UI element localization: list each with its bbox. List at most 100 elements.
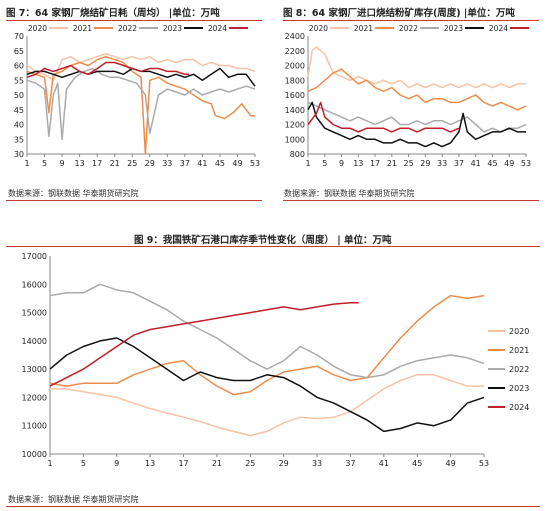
fig8-legend-label-2021: 2021 (354, 24, 373, 33)
fig9-legend-label-2021: 2021 (509, 346, 529, 355)
fig7-x-tick-label: 9 (60, 159, 65, 168)
fig9-x-tick-label: 1 (47, 459, 52, 468)
fig8-legend-label-2020: 2020 (309, 24, 328, 33)
fig9-title-rule (6, 246, 540, 247)
fig8-chart: 800 1000 1200 1400 1600 1800 2000 2200 2400 1 5 9 13… (285, 24, 531, 168)
fig7-x-tick-label: 49 (232, 159, 242, 168)
fig7-y-tick-label: 65 (14, 47, 24, 56)
fig8-y-tick-label: 1000 (285, 135, 305, 144)
fig9-y-tick-label: 13000 (22, 365, 47, 374)
fig8-y-tick-label: 1600 (285, 91, 305, 100)
fig8-series-2023 (307, 101, 526, 148)
fig7-x-tick-label: 45 (215, 159, 225, 168)
fig7-x-tick-label: 29 (145, 159, 155, 168)
fig8-x-tick-label: 25 (404, 159, 414, 168)
fig9-title: 图 9：我国铁矿石港口库存季节性变化（周度） | 单位：万吨 (134, 235, 392, 246)
fig9-series-2020 (50, 374, 484, 437)
fig9-x-tick-label: 5 (81, 459, 86, 468)
fig7-title: 图 7：64 家钢厂烧结矿日耗（周均） |单位：万吨 (6, 8, 220, 19)
fig8-x-tick-label: 17 (370, 159, 380, 168)
fig9-series-2023 (49, 337, 485, 433)
fig9-x-tick-label: 45 (412, 459, 422, 468)
fig9-source: 数据来源：钢联数据 华泰期货研究院 (8, 495, 139, 504)
fig8-source: 数据来源：钢联数据 华泰期货研究院 (284, 189, 415, 198)
fig7-y-tick-label: 35 (14, 135, 24, 144)
fig9-y-tick-label: 16000 (22, 280, 47, 289)
fig7-legend-label-2023: 2023 (163, 24, 182, 33)
fig9-series-2022 (49, 283, 485, 379)
fig9-y-tick-label: 12000 (22, 393, 47, 402)
fig8-source-rule (283, 200, 539, 201)
fig9-x-tick-label: 33 (312, 459, 322, 468)
fig7-x-tick-label: 25 (127, 159, 137, 168)
fig9-series-2021 (49, 294, 485, 396)
fig7-y-tick-label: 45 (14, 106, 24, 115)
fig9-x-tick-label: 13 (145, 459, 155, 468)
fig7-x-tick-label: 37 (180, 159, 190, 168)
fig7-legend-label-2022: 2022 (118, 24, 137, 33)
fig9-x-tick-label: 29 (279, 459, 289, 468)
fig8-x-tick-label: 1 (305, 159, 310, 168)
fig8-legend-label-2024: 2024 (489, 24, 508, 33)
fig7-y-tick-label: 70 (14, 32, 24, 41)
fig8-x-tick-label: 37 (454, 159, 464, 168)
fig9-y-tick-label: 14000 (22, 337, 47, 346)
fig8-x-tick-label: 53 (521, 159, 531, 168)
fig8-legend-label-2023: 2023 (444, 24, 463, 33)
fig9-source-rule (6, 506, 540, 507)
fig8-y-tick-label: 800 (290, 150, 305, 159)
fig9-x-tick-label: 21 (212, 459, 222, 468)
fig7-title-rule (6, 20, 262, 21)
fig8-x-tick-label: 33 (437, 159, 447, 168)
fig8-x-tick-label: 41 (471, 159, 481, 168)
fig8-series-2022 (307, 101, 527, 133)
fig9-y-tick-label: 11000 (22, 422, 47, 431)
fig8-x-tick-label: 9 (339, 159, 344, 168)
fig8-x-tick-label: 29 (420, 159, 430, 168)
fig9-x-tick-label: 9 (114, 459, 119, 468)
fig7-series-2024 (26, 61, 190, 79)
fig7-y-tick-label: 40 (14, 121, 24, 130)
fig7-chart: 30 35 40 45 50 55 60 65 70 1 5 9 13 17 21 25 29 33 37 41 45 4… (14, 24, 260, 168)
fig9-series-2024 (49, 301, 359, 387)
fig8-y-tick-label: 2400 (285, 32, 305, 41)
fig9-y-tick-label: 17000 (22, 252, 47, 261)
fig7-y-tick-label: 50 (14, 91, 24, 100)
fig9-y-tick-label: 10000 (22, 450, 47, 459)
fig9-legend-label-2022: 2022 (509, 365, 529, 374)
fig8-series-2020 (307, 46, 526, 89)
fig9-legend-label-2020: 2020 (509, 327, 529, 336)
fig8-x-tick-label: 49 (504, 159, 514, 168)
fig8-legend-label-2022: 2022 (399, 24, 418, 33)
fig9-legend-label-2023: 2023 (509, 384, 529, 393)
fig9-x-tick-label: 41 (379, 459, 389, 468)
fig7-x-tick-label: 1 (24, 159, 29, 168)
fig9-y-tick-label: 15000 (22, 309, 47, 318)
fig7-series-2020 (26, 52, 256, 82)
fig8-title: 图 8：64 家钢厂进口烧结粉矿库存(周度) |单位：万吨 (283, 8, 515, 19)
fig9-x-tick-label: 37 (345, 459, 355, 468)
fig9-chart: 10000 11000 12000 13000 14000 15000 16000 17000… (22, 252, 530, 468)
fig8-series-2024 (307, 101, 460, 133)
fig7-legend-label-2024: 2024 (208, 24, 227, 33)
fig8-series-2021 (307, 68, 527, 111)
fig8-y-tick-label: 1200 (285, 121, 305, 130)
fig7-source: 数据来源：钢联数据 华泰期货研究院 (8, 189, 139, 198)
fig9-x-tick-label: 25 (245, 459, 255, 468)
fig8-y-tick-label: 2000 (285, 62, 305, 71)
fig8-x-tick-label: 13 (353, 159, 363, 168)
fig8-title-rule (283, 20, 539, 21)
fig9-x-tick-label: 17 (178, 459, 188, 468)
fig7-x-tick-label: 33 (162, 159, 172, 168)
fig9-x-tick-label: 53 (479, 459, 489, 468)
fig7-series-2021 (26, 55, 255, 155)
fig7-legend-label-2021: 2021 (73, 24, 92, 33)
fig7-x-tick-label: 5 (42, 159, 47, 168)
fig9-x-tick-label: 49 (446, 459, 456, 468)
fig8-x-tick-label: 5 (322, 159, 327, 168)
fig7-x-tick-label: 41 (197, 159, 207, 168)
fig7-x-tick-label: 53 (250, 159, 260, 168)
fig8-y-tick-label: 2200 (285, 47, 305, 56)
fig7-y-tick-label: 60 (14, 62, 24, 71)
fig9-legend-label-2024: 2024 (509, 403, 529, 412)
